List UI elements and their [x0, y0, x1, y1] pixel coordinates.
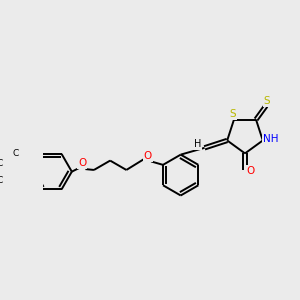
Text: O: O [144, 151, 152, 161]
Text: S: S [230, 110, 236, 119]
Text: O: O [78, 158, 86, 168]
Text: O: O [246, 166, 254, 176]
Text: C: C [13, 149, 19, 158]
Text: S: S [263, 96, 270, 106]
Text: NH: NH [263, 134, 278, 144]
Text: C: C [0, 159, 3, 168]
Text: H: H [194, 139, 201, 148]
Text: C: C [0, 176, 3, 185]
